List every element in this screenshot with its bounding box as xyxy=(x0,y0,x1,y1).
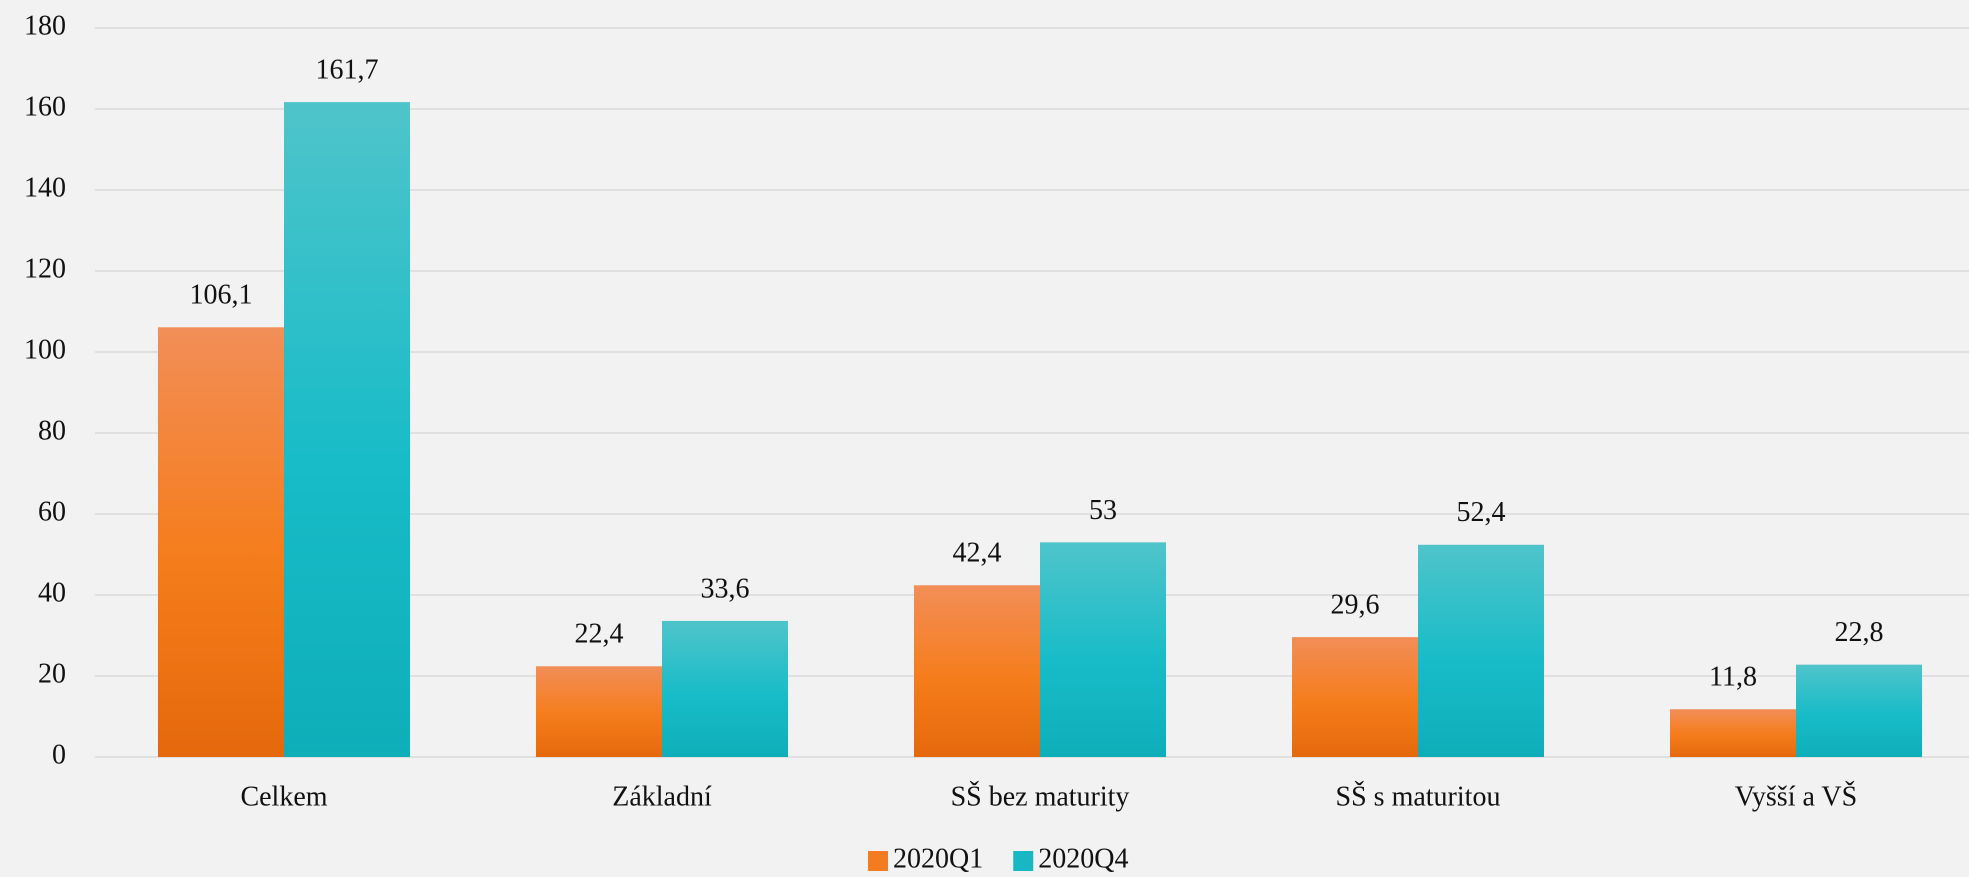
y-tick-label: 120 xyxy=(24,253,66,284)
data-label: 106,1 xyxy=(190,280,253,311)
bar xyxy=(662,620,788,757)
bar xyxy=(1292,637,1418,757)
data-label: 29,6 xyxy=(1331,590,1380,621)
y-tick-label: 180 xyxy=(24,10,66,41)
y-tick-label: 40 xyxy=(38,577,66,608)
y-tick-label: 140 xyxy=(24,172,66,203)
bar xyxy=(284,102,410,758)
bar xyxy=(158,327,284,757)
bar xyxy=(914,585,1040,757)
bar xyxy=(1040,542,1166,757)
x-tick-label: SŠ s maturitou xyxy=(1336,781,1501,812)
y-tick-label: 20 xyxy=(38,658,66,689)
data-label: 33,6 xyxy=(701,573,750,604)
data-label: 42,4 xyxy=(953,538,1002,569)
data-label: 161,7 xyxy=(316,55,379,86)
bar xyxy=(536,666,662,757)
bar xyxy=(1796,664,1922,757)
legend-swatch xyxy=(868,851,888,871)
data-label: 11,8 xyxy=(1709,662,1757,693)
y-tick-label: 80 xyxy=(38,415,66,446)
y-tick-label: 160 xyxy=(24,91,66,122)
y-tick-label: 0 xyxy=(52,739,66,770)
data-label: 52,4 xyxy=(1457,497,1506,528)
bar xyxy=(1670,709,1796,757)
legend-label: 2020Q1 xyxy=(893,843,983,874)
x-tick-label: Vyšší a VŠ xyxy=(1735,781,1857,812)
bar xyxy=(1418,544,1544,757)
legend-swatch xyxy=(1013,851,1034,871)
y-tick-label: 100 xyxy=(24,334,66,365)
x-tick-label: Základní xyxy=(612,781,712,812)
legend-label: 2020Q4 xyxy=(1038,843,1128,874)
data-label: 22,8 xyxy=(1835,617,1884,648)
y-tick-label: 60 xyxy=(38,496,66,527)
x-tick-label: Celkem xyxy=(240,781,327,812)
data-label: 53 xyxy=(1089,495,1117,526)
data-label: 22,4 xyxy=(575,619,624,650)
x-tick-label: SŠ bez maturity xyxy=(951,781,1130,812)
